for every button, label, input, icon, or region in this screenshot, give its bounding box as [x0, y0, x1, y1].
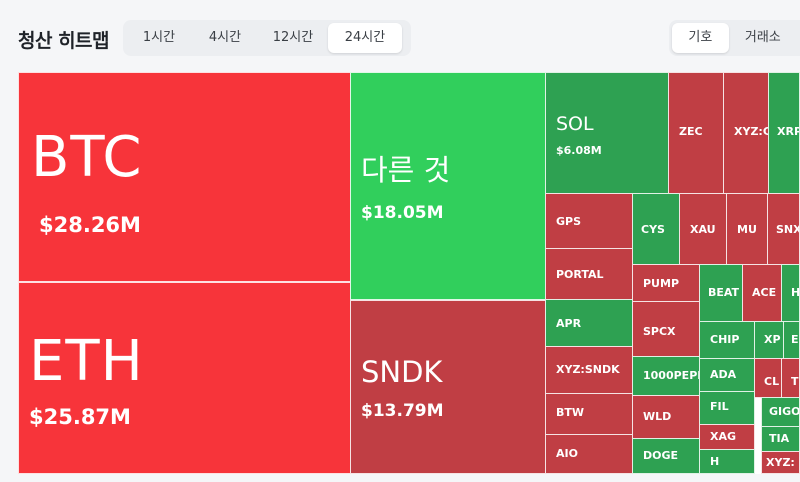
- cell-symbol: XP: [764, 333, 781, 346]
- cell-small[interactable]: CL: [754, 358, 782, 398]
- cell-small[interactable]: XAU: [679, 193, 727, 265]
- cell-small[interactable]: BTW: [545, 393, 633, 435]
- tab-1h[interactable]: 1시간: [142, 30, 176, 45]
- cell-small[interactable]: TIA: [761, 426, 800, 452]
- cell-symbol: ACE: [752, 286, 777, 299]
- cell-symbol: BTC: [31, 125, 143, 190]
- cell-symbol: PUMP: [643, 277, 680, 290]
- cell-small[interactable]: XAG: [699, 424, 755, 450]
- cell-small[interactable]: CHIP: [699, 321, 755, 359]
- cell-small[interactable]: XYZ:C: [723, 72, 769, 194]
- cell-symbol: XAU: [690, 223, 716, 236]
- cell-small[interactable]: ZEC: [668, 72, 724, 194]
- cell-symbol: TIA: [769, 432, 790, 445]
- cell-symbol: CYS: [641, 223, 665, 236]
- cell-symbol: GPS: [556, 215, 582, 228]
- cell-small[interactable]: E: [783, 321, 800, 359]
- cell-symbol: XYZ:: [766, 456, 795, 469]
- cell-value: $18.05M: [361, 203, 444, 223]
- cell-symbol: T: [791, 375, 799, 388]
- tab-12h[interactable]: 12시간: [272, 30, 314, 45]
- cell-small[interactable]: H: [699, 449, 755, 474]
- cell-small[interactable]: GIGO: [761, 397, 800, 427]
- cell-btc[interactable]: BTC $28.26M: [18, 72, 351, 282]
- cell-symbol: SOL: [556, 113, 594, 135]
- cell-symbol: CHIP: [710, 333, 740, 346]
- cell-value: $13.79M: [361, 401, 444, 421]
- cell-symbol: FIL: [710, 400, 729, 413]
- cell-symbol: SPCX: [643, 325, 676, 338]
- cell-small[interactable]: ACE: [742, 264, 782, 322]
- cell-small[interactable]: SPCX: [632, 301, 700, 357]
- cell-small[interactable]: XP: [754, 321, 784, 359]
- cell-symbol: SNX: [776, 223, 800, 236]
- cell-symbol: AIO: [556, 447, 578, 460]
- page-title: 청산 히트맵: [18, 30, 110, 52]
- cell-small[interactable]: FIL: [699, 391, 755, 425]
- cell-small[interactable]: AIO: [545, 434, 633, 474]
- cell-small[interactable]: 1000PEPE: [632, 356, 700, 396]
- cell-symbol: XAG: [710, 430, 737, 443]
- tab-4h[interactable]: 4시간: [208, 30, 242, 45]
- cell-symbol: H: [710, 455, 720, 468]
- cell-symbol: XYZ:SNDK: [556, 363, 620, 376]
- cell-small[interactable]: SNX: [767, 193, 800, 265]
- cell-symbol: CL: [764, 375, 780, 388]
- cell-symbol: WLD: [643, 410, 672, 423]
- cell-value: $6.08M: [556, 144, 602, 157]
- cell-value: $28.26M: [39, 213, 141, 237]
- cell-value: $25.87M: [29, 405, 131, 429]
- cell-small[interactable]: XYZ:: [761, 451, 800, 474]
- cell-symbol: BEAT: [708, 286, 740, 299]
- cell-symbol: E: [791, 333, 799, 346]
- cell-others[interactable]: 다른 것 $18.05M: [350, 72, 546, 300]
- cell-eth[interactable]: ETH $25.87M: [18, 282, 351, 474]
- tab-24h[interactable]: 24시간: [328, 23, 402, 53]
- tab-symbol[interactable]: 기호: [672, 23, 729, 53]
- liquidation-treemap: BTC $28.26M ETH $25.87M 다른 것 $18.05M SND…: [18, 72, 800, 474]
- cell-symbol: XYZ:C: [734, 125, 769, 138]
- cell-symbol: 1000PEPE: [643, 369, 700, 382]
- tab-exchange[interactable]: 거래소: [744, 30, 781, 45]
- cell-symbol: APR: [556, 317, 582, 330]
- cell-small[interactable]: T: [781, 358, 800, 398]
- cell-small[interactable]: WLD: [632, 395, 700, 439]
- cell-small[interactable]: MU: [726, 193, 768, 265]
- cell-symbol: ADA: [710, 368, 737, 381]
- cell-symbol: 다른 것: [361, 153, 451, 187]
- cell-small[interactable]: ADA: [699, 358, 755, 392]
- cell-small[interactable]: XYZ:SNDK: [545, 346, 633, 394]
- cell-small[interactable]: PORTAL: [545, 248, 633, 300]
- cell-symbol: GIGO: [769, 405, 800, 418]
- cell-symbol: BTW: [556, 406, 585, 419]
- cell-small[interactable]: APR: [545, 299, 633, 347]
- cell-symbol: ZEC: [679, 125, 703, 138]
- cell-symbol: SNDK: [361, 355, 443, 389]
- cell-symbol: DOGE: [643, 449, 679, 462]
- cell-symbol: PORTAL: [556, 268, 604, 281]
- cell-symbol: XRP: [777, 125, 800, 138]
- cell-small[interactable]: BEAT: [699, 264, 743, 322]
- cell-symbol: H: [791, 286, 800, 299]
- cell-small[interactable]: CYS: [632, 193, 680, 265]
- cell-small[interactable]: PUMP: [632, 264, 700, 302]
- cell-symbol: ETH: [29, 329, 144, 394]
- cell-small[interactable]: H: [781, 264, 800, 322]
- time-range-selector: 1시간 4시간 12시간 24시간: [123, 20, 411, 56]
- cell-symbol: MU: [737, 223, 757, 236]
- cell-small[interactable]: DOGE: [632, 438, 700, 474]
- cell-small[interactable]: XRP: [768, 72, 800, 194]
- cell-small[interactable]: GPS: [545, 193, 633, 249]
- cell-sol[interactable]: SOL $6.08M: [545, 72, 669, 194]
- cell-sndk[interactable]: SNDK $13.79M: [350, 300, 546, 474]
- view-selector: 기호 거래소: [669, 20, 800, 56]
